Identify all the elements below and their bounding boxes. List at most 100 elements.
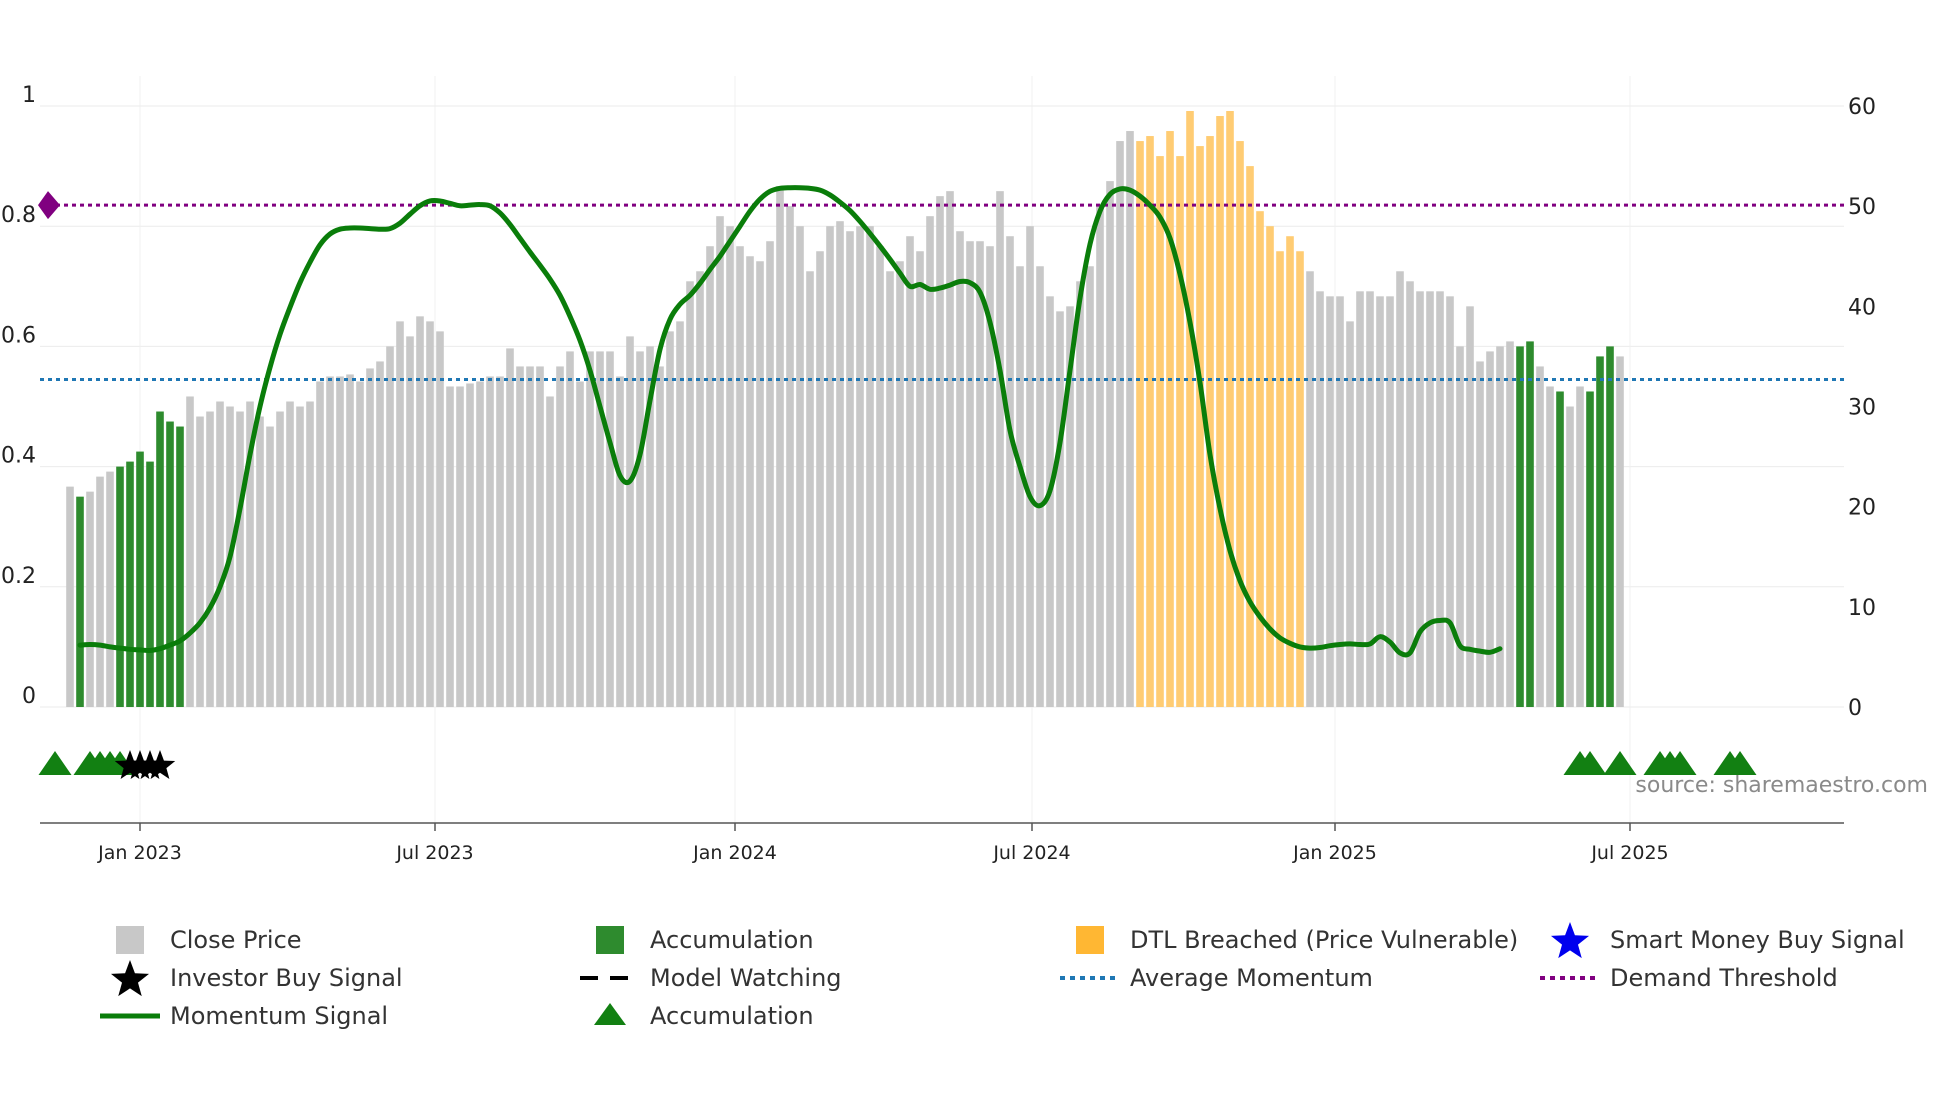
accumulation-bar <box>156 411 164 707</box>
accumulation-bar <box>146 461 154 707</box>
close-price-bar <box>986 246 994 707</box>
accumulation-bar <box>166 421 174 707</box>
accumulation-bar <box>1596 356 1604 707</box>
close-price-bar <box>876 246 884 707</box>
close-price-bar <box>586 351 594 707</box>
left-tick-label: 1 <box>22 83 36 108</box>
legend-label: Model Watching <box>650 964 842 992</box>
legend-label: Accumulation <box>650 926 814 954</box>
close-price-bar <box>366 368 374 707</box>
close-price-bar <box>406 336 414 707</box>
close-price-bar <box>1046 296 1054 707</box>
close-price-bar <box>1036 266 1044 707</box>
dtl-breached-bar <box>1226 111 1234 708</box>
close-price-bar <box>966 241 974 707</box>
legend-item: Accumulation <box>594 1002 814 1030</box>
close-price-bar <box>316 381 324 707</box>
legend-item: DTL Breached (Price Vulnerable) <box>1076 926 1518 954</box>
close-price-bar <box>946 191 954 707</box>
close-price-bar <box>1496 346 1504 707</box>
close-price-bar <box>786 206 794 707</box>
close-price-bar <box>506 348 514 707</box>
dtl-breached-bar <box>1236 141 1244 707</box>
close-price-bar <box>96 476 104 707</box>
close-price-bar <box>1396 271 1404 707</box>
dtl-breached-bar <box>1216 116 1224 708</box>
legend-label: DTL Breached (Price Vulnerable) <box>1130 926 1518 954</box>
close-price-bar <box>636 351 644 707</box>
close-price-bar <box>1366 291 1374 707</box>
right-tick-label: 30 <box>1848 396 1876 421</box>
close-price-bar <box>706 246 714 707</box>
close-price-bar <box>1056 311 1064 707</box>
legend-label: Demand Threshold <box>1610 964 1838 992</box>
accumulation-bar <box>116 466 124 707</box>
close-price-bar <box>626 336 634 707</box>
close-price-bar <box>246 401 254 707</box>
close-price-bar <box>806 271 814 707</box>
dtl-breached-bar <box>1206 136 1214 708</box>
close-price-bar <box>496 376 504 707</box>
dtl-breached-bar <box>1276 251 1284 707</box>
close-price-bar <box>66 486 74 707</box>
source-label: source: sharemaestro.com <box>1635 773 1928 798</box>
close-price-bar <box>106 471 114 707</box>
close-price-bar <box>536 366 544 707</box>
close-price-bar <box>816 251 824 707</box>
legend-swatch-close <box>116 926 144 954</box>
close-price-bar <box>716 216 724 707</box>
close-price-bar <box>1456 346 1464 707</box>
close-price-bar <box>306 401 314 707</box>
close-price-bar <box>416 316 424 707</box>
close-price-bar <box>926 216 934 707</box>
close-price-bar <box>976 241 984 707</box>
dtl-breached-bar <box>1296 251 1304 707</box>
demand-threshold-marker <box>38 191 60 220</box>
close-price-bar <box>1076 281 1084 707</box>
close-price-bar <box>906 236 914 707</box>
close-price-bar <box>206 411 214 707</box>
close-price-bar <box>886 271 894 707</box>
close-price-bar <box>426 321 434 707</box>
close-price-bar <box>1306 271 1314 707</box>
legend-item: Average Momentum <box>1060 964 1373 992</box>
close-price-bar <box>736 246 744 707</box>
close-price-bar <box>1436 291 1444 707</box>
accumulation-bar <box>176 426 184 707</box>
legend-item: Smart Money Buy Signal <box>1550 922 1905 959</box>
close-price-bar <box>596 351 604 707</box>
accumulation-bar <box>1556 391 1564 707</box>
close-price-bar <box>1566 406 1574 707</box>
close-price-bar <box>936 196 944 707</box>
accumulation-bar <box>1526 341 1534 707</box>
x-tick-label: Jan 2024 <box>692 842 777 864</box>
close-price-bar <box>1446 296 1454 707</box>
x-tick-label: Jan 2025 <box>1292 842 1377 864</box>
legend: Close Price Accumulation DTL Breached (Pri… <box>100 922 1905 1030</box>
close-price-bar <box>956 231 964 708</box>
close-price-bar <box>476 381 484 707</box>
close-price-bar <box>1546 386 1554 707</box>
close-price-bar <box>526 366 534 707</box>
close-price-bar <box>276 411 284 707</box>
close-price-bar <box>866 226 874 707</box>
close-price-bar <box>356 381 364 707</box>
close-price-bar <box>256 416 264 707</box>
dtl-breached-bar <box>1266 226 1274 707</box>
legend-label: Momentum Signal <box>170 1002 388 1030</box>
x-tick-label: Jan 2023 <box>97 842 182 864</box>
close-price-bar <box>296 406 304 707</box>
close-price-bar <box>1476 361 1484 707</box>
close-price-bar <box>1356 291 1364 707</box>
dtl-breached-bar <box>1176 156 1184 708</box>
close-price-bar <box>836 221 844 708</box>
left-tick-label: 0 <box>22 684 36 709</box>
close-price-bar <box>386 346 394 707</box>
price-bars <box>66 111 1624 708</box>
close-price-bar <box>656 366 664 707</box>
close-price-bar <box>1386 296 1394 707</box>
dtl-breached-bar <box>1166 131 1174 707</box>
accumulation-bar <box>1586 391 1594 707</box>
legend-label: Average Momentum <box>1130 964 1373 992</box>
dtl-breached-bar <box>1256 211 1264 708</box>
